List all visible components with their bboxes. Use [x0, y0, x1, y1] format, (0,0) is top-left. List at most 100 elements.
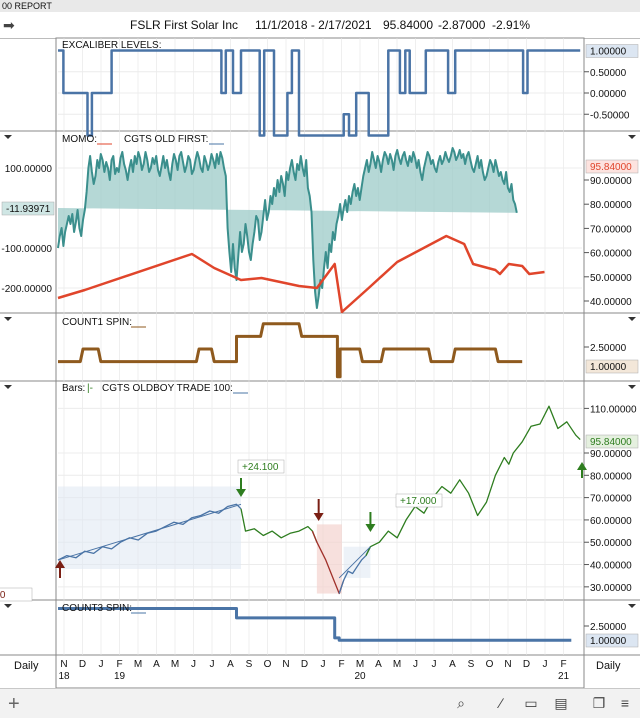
chart-marks: [55, 49, 587, 642]
month-tick-label: N: [504, 659, 511, 670]
bars-title: Bars:: [62, 383, 85, 394]
price-bars-blue-2: [338, 546, 371, 594]
excaliber-series-line: [58, 49, 581, 137]
month-tick-label: A: [227, 659, 234, 670]
cgts-old-first-title: CGTS OLD FIRST:: [124, 134, 208, 145]
panel-menu-icon[interactable]: [4, 317, 12, 321]
month-tick-label: M: [134, 659, 142, 670]
layout-icon[interactable]: ▤: [554, 695, 568, 711]
company-name: First Solar Inc: [164, 18, 239, 32]
panel-menu-icon[interactable]: [628, 604, 636, 608]
bars-y-tick-label: 70.00000: [590, 494, 632, 505]
month-tick-label: F: [560, 659, 566, 670]
trade-zone-3: [343, 546, 371, 578]
month-tick-label: F: [338, 659, 344, 670]
panel-menu-icon[interactable]: [4, 604, 12, 608]
report-title: 00 REPORT: [2, 1, 52, 11]
chart-labels: N D J F M A M J J A S O N D J F M A M J J A S O N D J F18 19 20 21EXCA…: [0, 40, 639, 682]
momo-left-tick-label: -200.00000: [1, 284, 52, 295]
excaliber-y-tick-label: 0.50000: [590, 68, 627, 79]
time-axis-frame: [55, 654, 585, 689]
excaliber-last-value: 1.00000: [590, 47, 627, 58]
trade-annotation-3-box: [0, 587, 33, 602]
add-icon[interactable]: +: [8, 693, 20, 715]
price-bars-green-2: [365, 405, 581, 556]
month-tick-label: J: [432, 659, 437, 670]
momo-right-tick-label: 90.00000: [590, 176, 632, 187]
year-tick-label: 20: [354, 671, 366, 682]
bars-last-value: 95.84000: [590, 437, 632, 448]
search-icon[interactable]: ⌕: [457, 695, 465, 711]
last-price: 95.84000: [383, 18, 434, 32]
month-tick-label: A: [449, 659, 456, 670]
month-tick-label: A: [153, 659, 160, 670]
book-icon[interactable]: ❐: [592, 695, 606, 711]
month-tick-label: D: [523, 659, 530, 670]
panel-menu-icon[interactable]: [628, 385, 636, 389]
momo-left-value: -11.93971: [6, 204, 51, 215]
panel-menu-icon[interactable]: [4, 385, 12, 389]
month-tick-label: F: [116, 659, 122, 670]
timeframe-left[interactable]: Daily: [14, 660, 39, 672]
panel-frame-excaliber: [55, 37, 585, 132]
trade-annotation-2-box: [395, 493, 443, 508]
month-tick-label: D: [79, 659, 86, 670]
month-tick-label: J: [191, 659, 196, 670]
bars-y-tick-label: 50.00000: [590, 538, 632, 549]
bars-y-tick-label: 90.00000: [590, 449, 632, 460]
momo-last-value-box: [585, 159, 639, 174]
trade-annotation-1-box: [237, 459, 285, 474]
trade-zone-1: [58, 486, 241, 569]
count3-last-value: 1.00000: [590, 636, 627, 647]
list-icon[interactable]: ≡: [620, 695, 630, 711]
year-tick-label: 19: [114, 671, 126, 682]
panel-menu-icon[interactable]: [628, 317, 636, 321]
symbol-label[interactable]: FSLR: [130, 18, 161, 32]
count3-series-line: [58, 607, 572, 642]
month-tick-label: O: [486, 659, 494, 670]
up-arrow-right-head: [577, 462, 587, 470]
bars-y-tick-label: 60.00000: [590, 516, 632, 527]
count3-y-tick-label: 2.50000: [590, 622, 627, 633]
timeframe-right[interactable]: Daily: [596, 660, 621, 672]
month-tick-label: D: [301, 659, 308, 670]
momo-right-tick-label: 40.00000: [590, 297, 632, 308]
count1-last-value-box: [585, 359, 639, 374]
month-tick-label: N: [282, 659, 289, 670]
forward-arrow-icon[interactable]: ➡: [3, 17, 15, 33]
bars-y-tick-label: 30.00000: [590, 583, 632, 594]
price-bars-green: [240, 508, 318, 543]
excaliber-title: EXCALIBER LEVELS:: [62, 40, 162, 51]
month-tick-label: J: [321, 659, 326, 670]
panel-menu-icon[interactable]: [4, 135, 12, 139]
cgts-old-first-red-line: [57, 234, 545, 314]
trend-line-1: [57, 503, 242, 561]
count3-title: COUNT3 SPIN:: [62, 603, 132, 614]
price-change-percent: -2.91%: [492, 18, 531, 32]
excaliber-y-tick-label: 0.00000: [590, 89, 627, 100]
year-tick-label: 18: [58, 671, 70, 682]
trade-annotation-2: +17.000: [400, 496, 437, 507]
month-tick-label: A: [375, 659, 382, 670]
momo-right-tick-label: 70.00000: [590, 224, 632, 235]
trade-annotation-3: .010: [0, 590, 6, 601]
bars-y-tick-label: 110.00000: [590, 404, 637, 415]
chart-type-icon[interactable]: ▭: [524, 695, 538, 711]
panel-menu-icon[interactable]: [628, 135, 636, 139]
momo-right-tick-label: 50.00000: [590, 273, 632, 284]
momo-last-value: 95.84000: [590, 162, 632, 173]
momo-right-tick-label: 80.00000: [590, 200, 632, 211]
month-tick-label: O: [264, 659, 272, 670]
buy-arrow-head: [235, 489, 246, 497]
momo-fill-area: [58, 148, 517, 308]
count1-last-value: 1.00000: [590, 362, 627, 373]
month-tick-label: M: [356, 659, 364, 670]
bars-y-tick-label: 40.00000: [590, 561, 632, 572]
momo-left-tick-label: 100.00000: [5, 164, 53, 175]
excaliber-y-tick-label: -0.50000: [590, 110, 630, 121]
draw-line-icon[interactable]: ∕: [499, 695, 503, 711]
bars-legend-glyph: |-: [87, 383, 93, 394]
date-range: 11/1/2018 - 2/17/2021: [255, 18, 372, 32]
count1-series-line: [58, 322, 523, 379]
